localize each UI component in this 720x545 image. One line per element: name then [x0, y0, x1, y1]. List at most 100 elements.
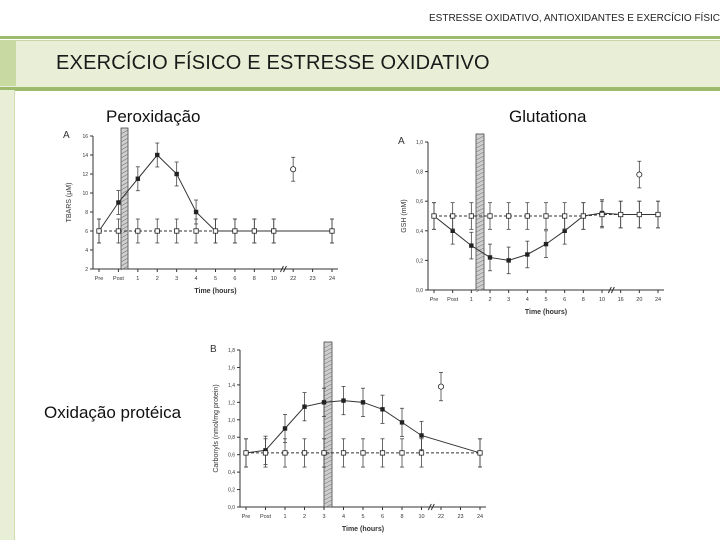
x-tick-label: 6: [381, 514, 384, 520]
exercise-bar-hatch: [475, 275, 485, 281]
axis-break: [607, 286, 612, 294]
exercise-bar-hatch: [323, 347, 333, 353]
chart-carbonyls-svg: B 0,0 0,2 0,4 0,6 0,8 1,0 1,2 1,4 1,6 1,8 Carbonyls…: [210, 341, 486, 533]
exercise-bar-hatch: [475, 279, 485, 285]
exercise-bar-hatch: [475, 227, 485, 233]
chart-gsh-svg: A 0,0 0,2 0,4 0,6 0,8 1,0 GSH (mM) Pre Post 1 2 3 4 5 6…: [398, 133, 664, 316]
x-tick-label: 3: [507, 297, 510, 303]
data-point: [174, 171, 179, 177]
exercise-bar-hatch: [475, 199, 485, 205]
x-tick-label: 16: [618, 297, 624, 303]
y-tick-label: 0,6: [228, 453, 235, 459]
exercise-bar-hatch: [475, 271, 485, 277]
data-point: [321, 450, 327, 456]
running-header: ESTRESSE OXIDATIVO, ANTIOXIDANTES E EXER…: [429, 13, 720, 24]
exercise-bar-hatch: [323, 395, 333, 401]
exercise-bar-hatch: [475, 163, 485, 169]
data-point: [340, 450, 347, 456]
exercise-bar-hatch: [323, 371, 333, 377]
exercise-bar-hatch: [323, 435, 333, 441]
x-tick-label: 4: [342, 514, 345, 520]
exercise-bar-hatch: [323, 487, 333, 493]
exercise-bar-hatch: [120, 197, 129, 203]
y-axis-label: Carbonyls (nmol/mg protein): [213, 384, 220, 472]
data-point: [115, 228, 122, 234]
exercise-bar-hatch: [120, 141, 129, 147]
exercise-bar-hatch: [323, 391, 333, 397]
exercise-bar-hatch: [120, 161, 129, 167]
exercise-bar-hatch: [323, 407, 333, 413]
y-tick-label: 2: [85, 267, 88, 273]
exercise-bar-hatch: [323, 499, 333, 505]
x-tick-label: 20: [636, 297, 642, 303]
y-tick-label: 10: [82, 191, 88, 197]
exercise-bar-hatch: [120, 169, 129, 175]
chart-tbars: A 2 4 6 8 10 12 14 16 TBARS (μM) Pre Post 1 2 3 4 5 6 8 10 2…: [55, 127, 355, 315]
data-point: [135, 176, 141, 181]
data-point: [135, 228, 141, 234]
data-point: [636, 171, 643, 178]
data-point: [655, 211, 661, 218]
exercise-bar-hatch: [475, 263, 485, 269]
data-point: [329, 228, 335, 234]
y-tick-label: 0,4: [416, 229, 423, 235]
data-point: [477, 450, 483, 456]
y-tick-label: 1,0: [228, 418, 235, 424]
y-tick-label: 0,4: [228, 470, 235, 476]
x-tick-label: 1: [470, 297, 473, 303]
exercise-bar-hatch: [323, 351, 333, 357]
data-point: [251, 228, 257, 234]
exercise-bar-hatch: [475, 159, 485, 165]
data-point: [506, 258, 511, 263]
exercise-bar-hatch: [475, 171, 485, 177]
data-point: [562, 228, 567, 233]
y-tick-label: 1,8: [228, 348, 235, 354]
exercise-bar-hatch: [120, 253, 129, 259]
x-tick-label: 24: [477, 514, 483, 520]
exercise-bar-hatch: [120, 261, 129, 267]
exercise-bar-hatch: [120, 245, 129, 251]
x-tick-label: 5: [544, 297, 547, 303]
exercise-bar-hatch: [475, 195, 485, 201]
data-point: [450, 213, 456, 219]
exercise-bar-hatch: [475, 247, 485, 253]
exercise-bar-hatch: [475, 219, 485, 225]
y-tick-label: 4: [85, 248, 88, 254]
exercise-bar-hatch: [120, 181, 129, 187]
data-point: [116, 200, 121, 205]
x-tick-label: 8: [582, 297, 585, 303]
data-point: [399, 420, 405, 425]
exercise-bar-hatch: [323, 375, 333, 381]
data-point: [431, 213, 437, 219]
data-point: [487, 213, 493, 219]
exercise-bar-hatch: [475, 283, 485, 289]
x-tick-label: 2: [156, 276, 159, 282]
x-tick-label: 22: [290, 276, 296, 282]
y-tick-label: 8: [85, 210, 88, 216]
exercise-bar-hatch: [323, 343, 333, 349]
x-tick-label: Pre: [95, 276, 104, 282]
exercise-bar-hatch: [323, 479, 333, 485]
exercise-bar-hatch: [120, 165, 129, 171]
exercise-bar-hatch: [120, 173, 129, 179]
exercise-bar-hatch: [120, 189, 129, 195]
y-tick-label: 1,6: [228, 365, 235, 371]
exercise-bar-hatch: [120, 185, 129, 191]
exercise-bar-hatch: [475, 207, 485, 213]
data-point: [562, 213, 568, 219]
data-point: [618, 211, 624, 218]
x-tick-label: 3: [322, 514, 325, 520]
exercise-bar-hatch: [323, 367, 333, 373]
exercise-bar-hatch: [120, 145, 129, 151]
exercise-bar-hatch: [323, 439, 333, 445]
exercise-bar-hatch: [120, 137, 129, 143]
exercise-bar-hatch: [323, 403, 333, 409]
exercise-bar-hatch: [475, 187, 485, 193]
x-tick-label: 10: [599, 297, 605, 303]
x-tick-label: Pre: [242, 514, 251, 520]
x-tick-label: 5: [361, 514, 364, 520]
y-tick-label: 0,8: [228, 435, 235, 441]
exercise-bar-hatch: [475, 139, 485, 145]
x-tick-label: 10: [271, 276, 277, 282]
exercise-bar-hatch: [323, 443, 333, 449]
